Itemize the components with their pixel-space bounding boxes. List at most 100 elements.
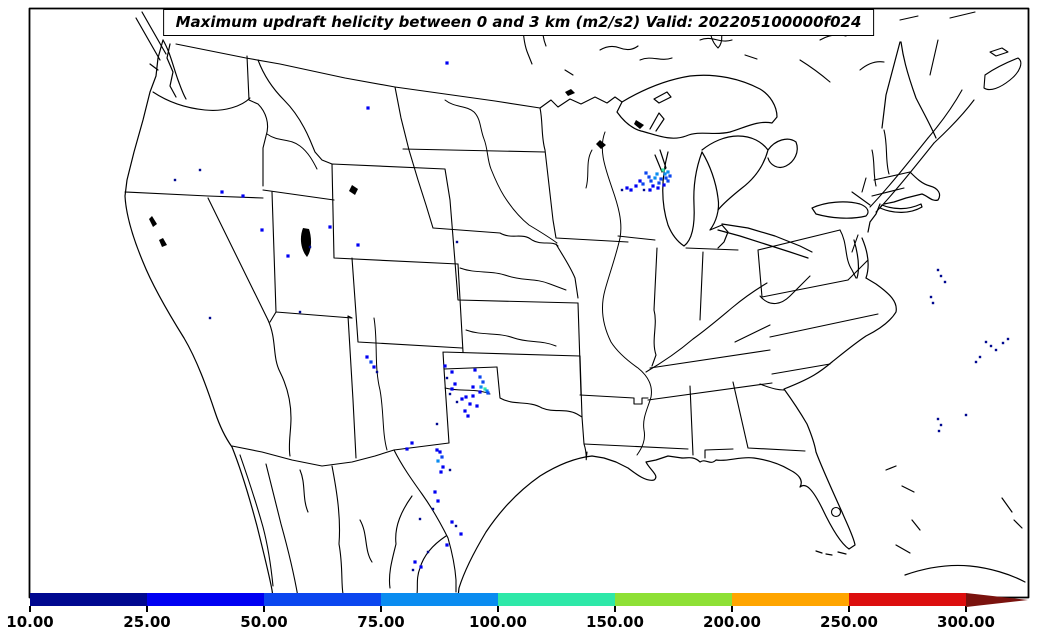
mexico-geography: [239, 454, 447, 598]
helicity-point: [939, 423, 943, 427]
map-frame: [28, 7, 1030, 599]
helicity-point: [664, 176, 668, 180]
helicity-point: [445, 61, 449, 65]
helicity-point: [939, 274, 943, 278]
helicity-point: [642, 188, 646, 192]
helicity-point: [260, 228, 264, 232]
helicity-point: [426, 550, 430, 554]
helicity-point: [418, 517, 422, 521]
helicity-point: [198, 168, 202, 172]
helicity-point: [483, 387, 487, 391]
helicity-point: [450, 520, 454, 524]
helicity-point: [471, 385, 475, 389]
helicity-point: [435, 422, 439, 426]
helicity-point: [466, 414, 470, 418]
helicity-point: [478, 375, 482, 379]
helicity-point: [937, 429, 941, 433]
helicity-point: [473, 368, 477, 372]
helicity-point: [450, 387, 454, 391]
helicity-point: [620, 188, 624, 192]
helicity-point: [479, 385, 483, 389]
rivers: [266, 99, 656, 456]
helicity-point: [459, 532, 463, 536]
helicity-point: [634, 184, 638, 188]
helicity-point: [659, 177, 663, 181]
helicity-point: [651, 184, 655, 188]
helicity-point: [286, 254, 290, 258]
helicity-point: [647, 175, 651, 179]
helicity-point: [656, 186, 660, 190]
helicity-point: [208, 316, 212, 320]
helicity-point: [989, 344, 993, 348]
helicity-point: [366, 106, 370, 110]
helicity-point: [369, 360, 373, 364]
helicity-point: [372, 365, 376, 369]
helicity-point: [460, 397, 464, 401]
helicity-point: [657, 181, 661, 185]
helicity-point: [644, 171, 648, 175]
helicity-point: [463, 409, 467, 413]
helicity-point: [653, 176, 657, 180]
helicity-point: [356, 243, 360, 247]
helicity-point: [471, 394, 475, 398]
helicity-point: [405, 447, 409, 451]
helicity-point: [173, 178, 177, 182]
helicity-point: [964, 413, 968, 417]
helicity-point: [481, 380, 485, 384]
helicity-point: [431, 507, 435, 511]
helicity-point: [443, 364, 447, 368]
helicity-point: [662, 183, 666, 187]
helicity-point: [984, 340, 988, 344]
helicity-point: [438, 450, 442, 454]
lakes: [149, 89, 842, 518]
helicity-point: [410, 441, 414, 445]
helicity-point: [448, 392, 452, 396]
helicity-point: [629, 188, 633, 192]
helicity-point: [468, 402, 472, 406]
helicity-point: [978, 355, 982, 359]
helicity-point: [441, 465, 445, 469]
helicity-point: [641, 182, 645, 186]
coastline: [124, 11, 1026, 598]
helicity-point: [455, 400, 459, 404]
helicity-point: [1006, 337, 1010, 341]
helicity-point: [308, 245, 312, 249]
helicity-point: [435, 448, 439, 452]
helicity-point: [943, 280, 947, 284]
helicity-point: [936, 417, 940, 421]
helicity-point: [445, 376, 449, 380]
great-lakes: [616, 74, 869, 259]
helicity-point: [649, 179, 653, 183]
helicity-point: [666, 170, 670, 174]
helicity-point: [448, 468, 452, 472]
helicity-point: [625, 186, 629, 190]
helicity-point: [655, 172, 659, 176]
helicity-point: [445, 543, 449, 547]
helicity-point: [478, 390, 482, 394]
helicity-point: [433, 490, 437, 494]
helicity-point: [663, 172, 667, 176]
helicity-point: [455, 240, 459, 244]
helicity-point: [931, 301, 935, 305]
helicity-point: [475, 404, 479, 408]
helicity-point: [419, 565, 423, 569]
helicity-point: [994, 348, 998, 352]
helicity-point: [1001, 341, 1005, 345]
helicity-point: [375, 370, 379, 374]
helicity-point: [929, 295, 933, 299]
helicity-point: [220, 190, 224, 194]
helicity-point: [638, 179, 642, 183]
helicity-point: [365, 355, 369, 359]
helicity-point: [440, 455, 444, 459]
helicity-point: [436, 459, 440, 463]
helicity-point: [436, 499, 440, 503]
helicity-point: [413, 560, 417, 564]
canada-geography: [175, 9, 1022, 213]
helicity-point: [666, 179, 670, 183]
helicity-point: [454, 524, 458, 528]
helicity-point: [298, 310, 302, 314]
helicity-point: [328, 225, 332, 229]
helicity-point: [668, 174, 672, 178]
